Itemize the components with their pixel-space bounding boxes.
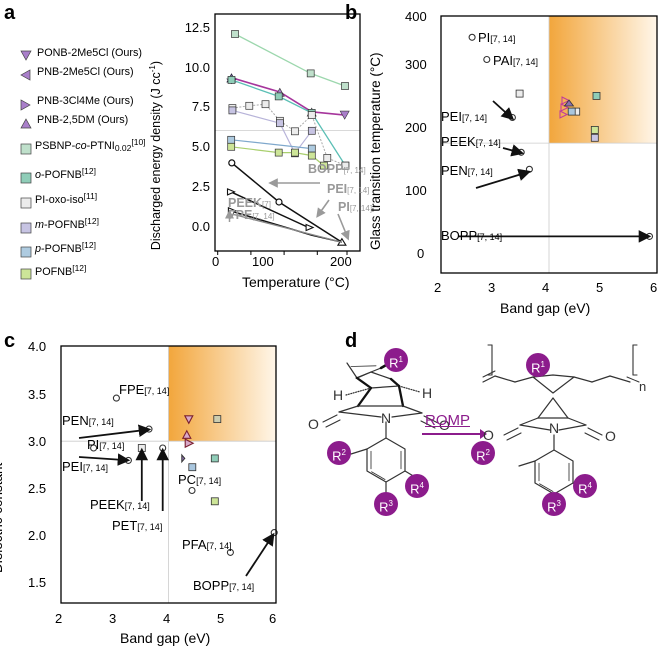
svg-text:N: N xyxy=(381,410,391,426)
svg-text:O: O xyxy=(308,416,319,432)
svg-text:N: N xyxy=(549,420,559,436)
svg-text:H: H xyxy=(333,387,343,403)
svg-text:O: O xyxy=(605,428,616,444)
svg-text:H: H xyxy=(422,385,432,401)
